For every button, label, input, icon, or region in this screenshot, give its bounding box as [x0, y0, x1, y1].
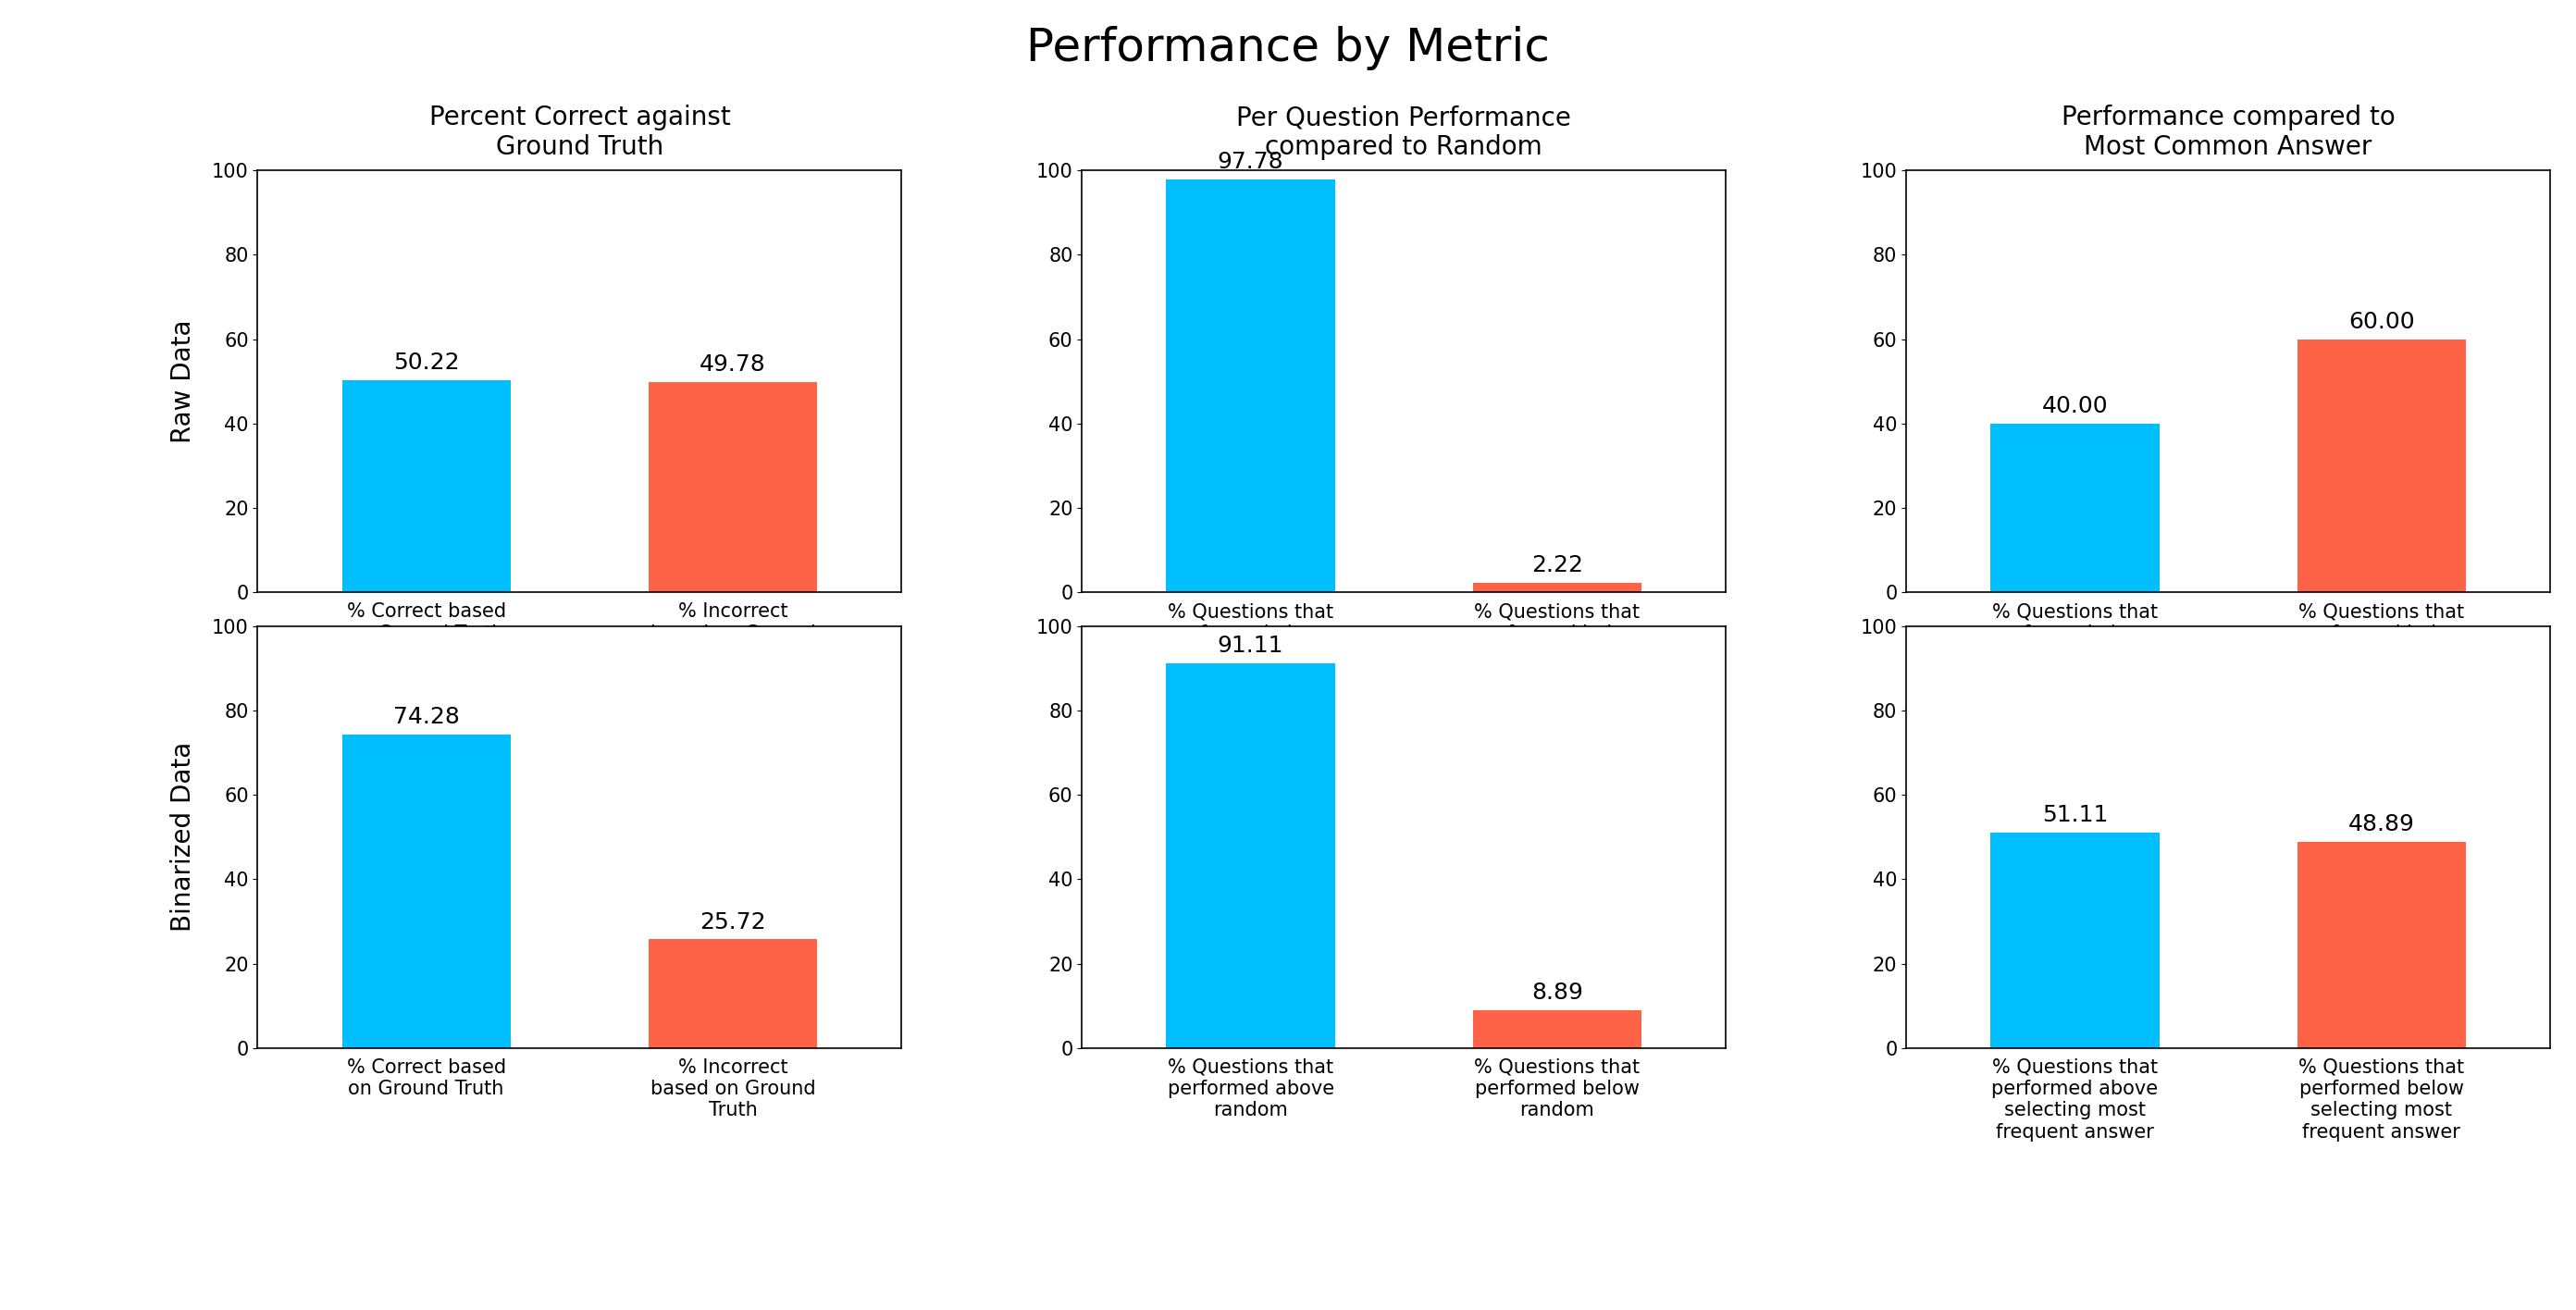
Text: 60.00: 60.00: [2349, 310, 2414, 333]
Text: 74.28: 74.28: [394, 706, 459, 728]
Text: 2.22: 2.22: [1530, 554, 1584, 576]
Bar: [343, 735, 510, 1048]
Text: 49.78: 49.78: [701, 354, 765, 376]
Bar: [1991, 832, 2159, 1048]
Text: 40.00: 40.00: [2043, 394, 2107, 417]
Bar: [2298, 339, 2465, 592]
Bar: [1167, 664, 1334, 1048]
Title: Percent Correct against
Ground Truth: Percent Correct against Ground Truth: [428, 105, 732, 160]
Text: 25.72: 25.72: [701, 910, 765, 933]
Y-axis label: Binarized Data: Binarized Data: [170, 741, 196, 931]
Bar: [649, 939, 817, 1048]
Bar: [1473, 1010, 1641, 1048]
Bar: [1473, 583, 1641, 592]
Bar: [1167, 179, 1334, 592]
Text: 48.89: 48.89: [2349, 814, 2414, 836]
Text: 50.22: 50.22: [394, 352, 459, 375]
Y-axis label: Raw Data: Raw Data: [170, 320, 196, 443]
Text: 91.11: 91.11: [1218, 635, 1283, 658]
Text: Performance by Metric: Performance by Metric: [1025, 26, 1551, 71]
Text: 8.89: 8.89: [1530, 982, 1584, 1005]
Bar: [649, 383, 817, 592]
Bar: [2298, 842, 2465, 1048]
Title: Performance compared to
Most Common Answer: Performance compared to Most Common Answ…: [2061, 105, 2396, 160]
Bar: [1991, 423, 2159, 592]
Text: 51.11: 51.11: [2043, 804, 2107, 827]
Bar: [343, 380, 510, 592]
Title: Per Question Performance
compared to Random: Per Question Performance compared to Ran…: [1236, 105, 1571, 160]
Text: 97.78: 97.78: [1218, 151, 1283, 173]
